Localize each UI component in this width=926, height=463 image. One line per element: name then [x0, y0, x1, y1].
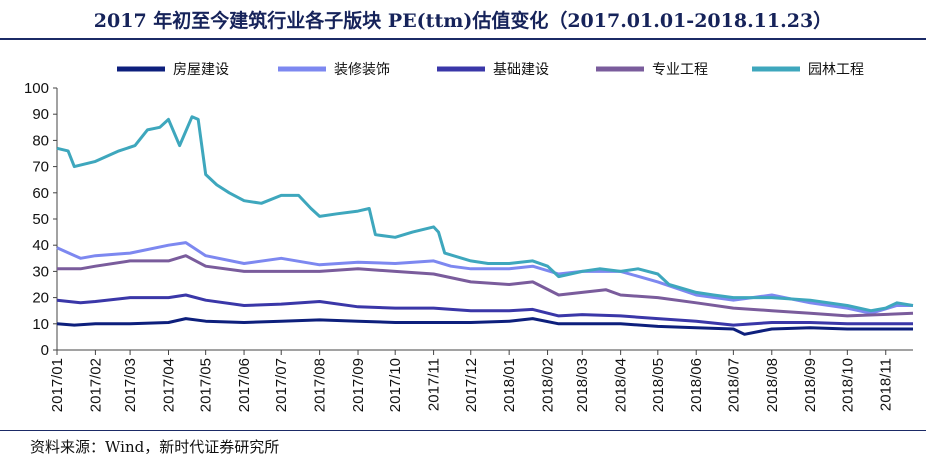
- series-line-4: [57, 254, 914, 318]
- series-line-1: [56, 317, 913, 336]
- x-tick-label: 2017/09: [350, 358, 367, 412]
- legend-label: 装修装饰: [334, 62, 390, 78]
- x-tick-label: 2018/11: [878, 358, 895, 411]
- series-line-5: [56, 115, 914, 313]
- x-tick-label: 2017/04: [160, 358, 177, 412]
- legend-item-4: 专业工程: [596, 62, 708, 78]
- y-tick-label: 70: [32, 159, 49, 176]
- series-line-2: [56, 241, 913, 315]
- x-tick-label: 2018/06: [688, 358, 705, 412]
- x-tick-label: 2017/12: [463, 358, 480, 412]
- legend-item-2: 装修装饰: [278, 62, 390, 78]
- x-tick-label: 2018/02: [540, 358, 557, 412]
- x-tick-label: 2017/05: [198, 358, 215, 412]
- x-tick-label: 2017/10: [387, 358, 404, 412]
- title-rule: [0, 38, 926, 40]
- x-tick-label: 2017/01: [49, 358, 66, 412]
- x-tick-label: 2018/09: [802, 358, 819, 412]
- line-chart: 房屋建设 装修装饰 基础建设 专业工程 园林工程 0 10 20 30 40 50 60 70 80 90…: [24, 61, 914, 412]
- legend-label: 房屋建设: [173, 62, 229, 78]
- y-tick-label: 10: [32, 316, 49, 333]
- series-lines: [56, 115, 914, 336]
- y-tick-label: 0: [41, 342, 49, 359]
- y-tick-label: 60: [32, 185, 49, 202]
- x-tick-label: 2018/05: [650, 358, 667, 412]
- series-line-3: [56, 293, 913, 327]
- x-tick-label: 2017/03: [122, 358, 139, 412]
- legend-item-5: 园林工程: [752, 62, 864, 78]
- x-tick-label: 2018/03: [574, 358, 591, 412]
- y-tick-label: 90: [32, 106, 49, 123]
- y-tick-label: 30: [32, 263, 49, 280]
- source-rule: [0, 430, 926, 431]
- y-tick-label: 100: [24, 80, 49, 97]
- chart-title: 2017 年初至今建筑行业各子版块 PE(ttm)估值变化（2017.01.01…: [93, 10, 833, 32]
- legend-label: 园林工程: [808, 62, 864, 78]
- source-note: 资料来源：Wind，新时代证券研究所: [30, 438, 280, 456]
- legend-item-1: 房屋建设: [117, 62, 229, 78]
- x-tick-label: 2018/07: [725, 358, 742, 412]
- x-tick-label: 2017/07: [273, 358, 290, 412]
- x-tick-label: 2018/01: [501, 358, 518, 412]
- legend-label: 专业工程: [652, 62, 708, 78]
- y-tick-label: 40: [32, 237, 49, 254]
- legend-label: 基础建设: [493, 61, 549, 78]
- legend: 房屋建设 装修装饰 基础建设 专业工程 园林工程: [117, 61, 864, 78]
- x-tick-label: 2017/11: [426, 358, 443, 411]
- y-tick-label: 80: [32, 132, 49, 149]
- x-tick-label: 2018/08: [764, 358, 781, 412]
- x-tick-label: 2017/06: [236, 358, 253, 412]
- x-tick-label: 2017/02: [87, 358, 104, 412]
- x-tick-label: 2018/04: [613, 358, 630, 412]
- y-tick-label: 20: [32, 290, 49, 307]
- x-tick-label: 2018/10: [839, 358, 856, 412]
- x-tick-label: 2017/08: [312, 358, 329, 412]
- y-tick-label: 50: [32, 211, 49, 228]
- axes: 0 10 20 30 40 50 60 70 80 90 100 2017/01 2017/02 2017…: [24, 80, 913, 412]
- legend-item-3: 基础建设: [437, 61, 549, 78]
